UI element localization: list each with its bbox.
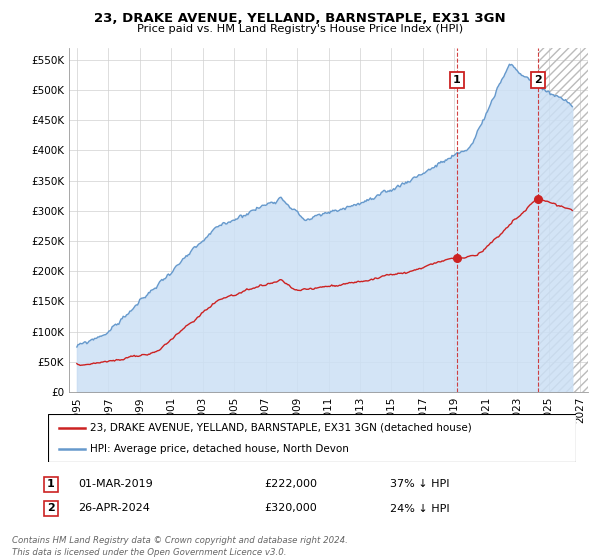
- Text: Contains HM Land Registry data © Crown copyright and database right 2024.
This d: Contains HM Land Registry data © Crown c…: [12, 536, 348, 557]
- Text: 24% ↓ HPI: 24% ↓ HPI: [390, 503, 449, 514]
- Text: 23, DRAKE AVENUE, YELLAND, BARNSTAPLE, EX31 3GN (detached house): 23, DRAKE AVENUE, YELLAND, BARNSTAPLE, E…: [90, 423, 472, 433]
- Text: HPI: Average price, detached house, North Devon: HPI: Average price, detached house, Nort…: [90, 444, 349, 454]
- Text: 1: 1: [453, 75, 461, 85]
- Text: 01-MAR-2019: 01-MAR-2019: [78, 479, 153, 489]
- Text: 26-APR-2024: 26-APR-2024: [78, 503, 150, 514]
- Text: 23, DRAKE AVENUE, YELLAND, BARNSTAPLE, EX31 3GN: 23, DRAKE AVENUE, YELLAND, BARNSTAPLE, E…: [94, 12, 506, 25]
- Text: 2: 2: [47, 503, 55, 514]
- Text: 37% ↓ HPI: 37% ↓ HPI: [390, 479, 449, 489]
- Text: £222,000: £222,000: [264, 479, 317, 489]
- Text: £320,000: £320,000: [264, 503, 317, 514]
- Text: Price paid vs. HM Land Registry's House Price Index (HPI): Price paid vs. HM Land Registry's House …: [137, 24, 463, 34]
- Text: 1: 1: [47, 479, 55, 489]
- FancyBboxPatch shape: [48, 414, 576, 462]
- Text: 2: 2: [534, 75, 542, 85]
